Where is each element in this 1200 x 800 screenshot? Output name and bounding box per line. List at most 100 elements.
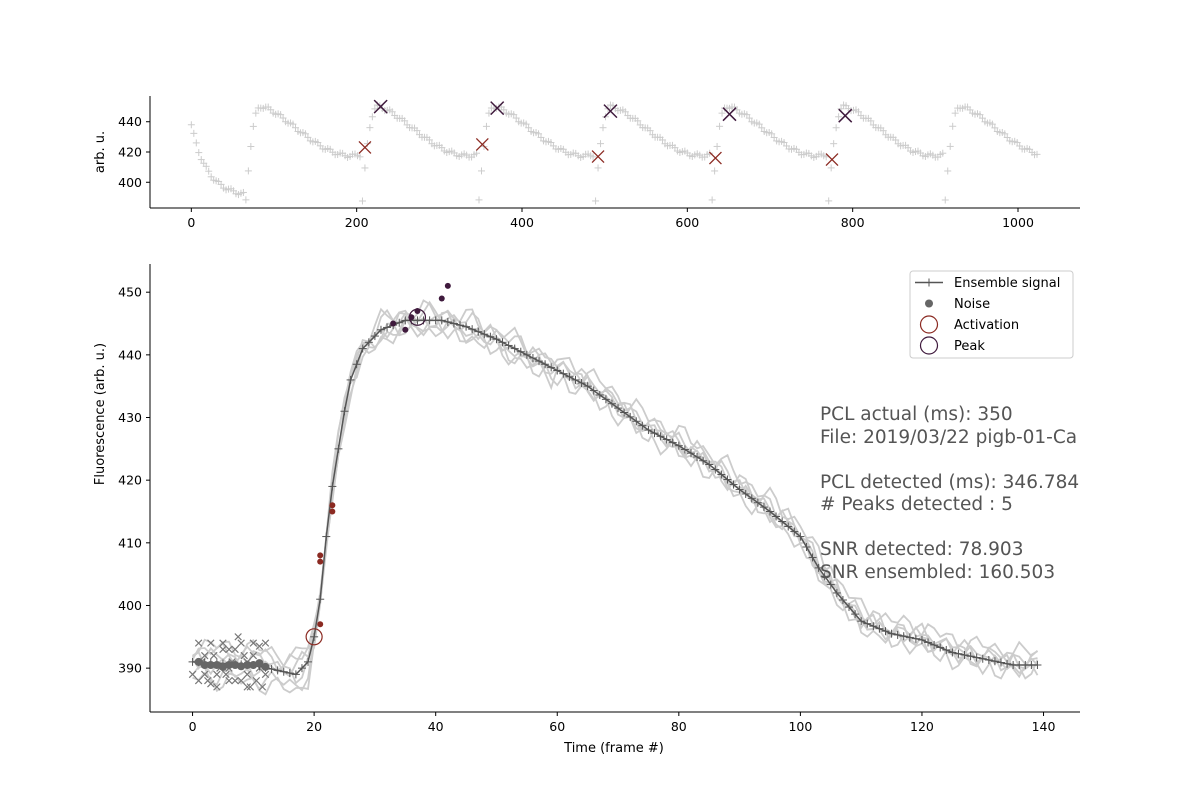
- bottom-x-ticks: 0 20 40 60 80 100 120 140: [189, 712, 1056, 734]
- x-tick-label: 0: [187, 215, 195, 230]
- y-tick-label: 400: [118, 598, 142, 613]
- activation-dot: [317, 621, 324, 628]
- noise-dot: [225, 661, 234, 670]
- x-tick-label: 120: [910, 719, 934, 734]
- top-chart-panel: 0 200 400 600 800 1000 400 420 440 arb. u.: [93, 96, 1080, 230]
- y-tick-label: 390: [118, 661, 142, 676]
- peak-dot: [390, 320, 397, 327]
- legend-noise-swatch: [925, 299, 933, 308]
- noise-dot: [249, 661, 258, 670]
- legend-peak-swatch: [919, 336, 939, 355]
- rejected-point: [243, 670, 251, 679]
- x-tick-label: 40: [428, 719, 444, 734]
- legend-box: [909, 270, 1074, 359]
- rejected-point: [258, 683, 267, 691]
- x-tick-label: 60: [549, 719, 565, 734]
- activation-marker: [475, 137, 489, 151]
- info-annotations: PCL actual (ms): 350 File: 2019/03/22 pi…: [820, 404, 1079, 583]
- snr-detected-text: SNR detected: 78.903: [820, 539, 1023, 560]
- bottom-y-axis-label: Fluorescence (arb. u.): [93, 343, 108, 485]
- individual-trace: [191, 314, 1039, 678]
- rejected-point: [213, 670, 221, 679]
- x-tick-label: 800: [841, 215, 865, 230]
- activation-marker: [708, 151, 722, 165]
- bottom-chart-panel: 0 20 40 60 80 100 120 140 390 400 410 420 430 440 450…: [93, 264, 1080, 756]
- noise-dot: [231, 661, 240, 670]
- peaks-detected-text: # Peaks detected : 5: [820, 494, 1013, 515]
- x-tick-label: 200: [345, 215, 369, 230]
- noise-dot: [255, 659, 264, 668]
- rejected-point: [231, 645, 239, 654]
- rejected-point: [225, 676, 233, 685]
- y-tick-label: 420: [118, 473, 142, 488]
- snr-ensembled-text: SNR ensembled: 160.503: [820, 562, 1055, 583]
- noise-dots: [194, 657, 270, 671]
- bottom-x-axis-label: Time (frame #): [563, 741, 664, 756]
- activation-marker: [825, 153, 839, 167]
- rejected-point: [225, 645, 233, 654]
- peak-dot: [438, 295, 445, 302]
- legend-label: Ensemble signal: [954, 276, 1060, 291]
- x-tick-label: 80: [671, 719, 687, 734]
- peak-marker: [838, 108, 853, 123]
- noise-dot: [212, 661, 221, 670]
- rejected-point: [222, 670, 230, 679]
- y-tick-label: 410: [118, 535, 142, 550]
- rejected-point: [188, 670, 197, 679]
- rejected-point: [194, 676, 203, 685]
- top-y-axis-label: arb. u.: [93, 131, 108, 173]
- rejected-point: [210, 651, 218, 660]
- peak-marker: [722, 107, 737, 122]
- rejected-point: [237, 676, 245, 685]
- top-signal-trace: [187, 101, 1041, 205]
- rejected-point: [234, 633, 242, 641]
- rejected-point: [200, 651, 209, 660]
- rejected-point: [252, 676, 261, 685]
- rejected-point: [255, 642, 264, 650]
- individual-trace: [191, 299, 1039, 680]
- y-tick-label: 450: [118, 285, 142, 300]
- peak-marker: [490, 101, 505, 116]
- activation-marker: [358, 140, 372, 154]
- y-tick-label: 440: [118, 114, 142, 129]
- rejected-point: [240, 651, 248, 660]
- rejected-point: [243, 683, 251, 691]
- top-markers: [358, 99, 853, 167]
- rejected-point: [261, 670, 270, 679]
- ensemble-signal-line: [188, 316, 1042, 679]
- noise-dot: [194, 657, 203, 666]
- activation-dot: [329, 508, 336, 515]
- rejected-point: [207, 639, 215, 647]
- rejected-point: [219, 645, 227, 654]
- legend-activation-swatch: [919, 315, 939, 334]
- legend-label: Activation: [954, 318, 1019, 333]
- peak-dot: [402, 326, 409, 333]
- x-tick-label: 140: [1032, 719, 1056, 734]
- peak-circle-marker: [408, 308, 427, 326]
- pcl-detected-text: PCL detected (ms): 346.784: [820, 472, 1079, 493]
- noise-dot: [206, 661, 215, 670]
- noise-dot: [243, 661, 252, 670]
- peak-marker: [373, 99, 388, 114]
- activation-circle-marker: [305, 628, 323, 646]
- x-tick-label: 20: [306, 719, 322, 734]
- rejected-point: [207, 680, 215, 688]
- peak-marker: [603, 104, 618, 119]
- legend-label: Peak: [954, 339, 985, 354]
- y-tick-label: 430: [118, 410, 142, 425]
- x-tick-label: 100: [788, 719, 812, 734]
- x-tick-label: 1000: [1002, 215, 1034, 230]
- legend: Ensemble signal Noise Activation Peak: [909, 270, 1074, 359]
- top-x-ticks: 0 200 400 600 800 1000: [187, 208, 1034, 230]
- x-tick-label: 600: [675, 215, 699, 230]
- rejected-point: [249, 639, 258, 647]
- rejected-point: [249, 651, 258, 660]
- peak-dot: [444, 282, 451, 289]
- y-tick-label: 440: [118, 347, 142, 362]
- rejected-point: [246, 683, 255, 691]
- rejected-point: [231, 676, 239, 685]
- y-tick-label: 400: [118, 175, 142, 190]
- rejected-point: [261, 639, 270, 647]
- legend-label: Noise: [954, 297, 990, 312]
